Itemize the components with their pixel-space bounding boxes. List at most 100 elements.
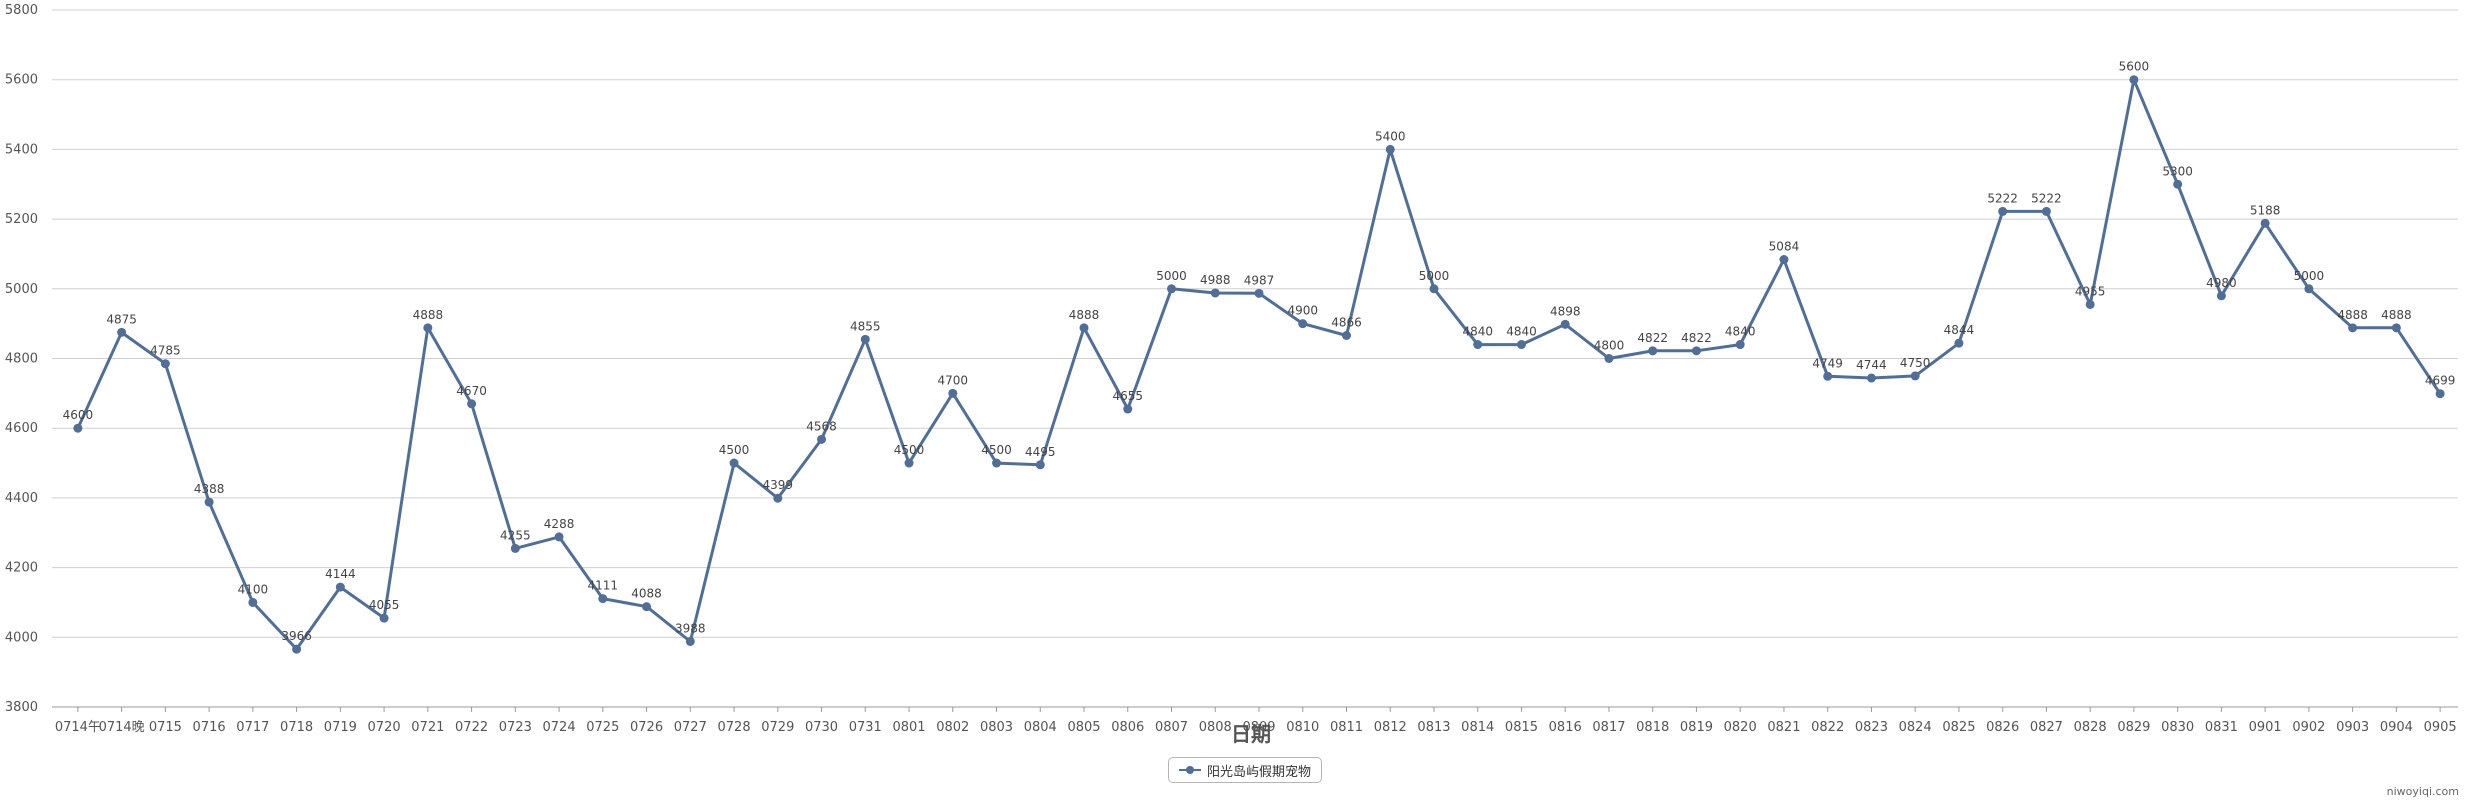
- data-point[interactable]: [1560, 319, 1570, 329]
- legend-label: 阳光岛屿假期宠物: [1207, 764, 1312, 780]
- data-point[interactable]: [379, 613, 389, 623]
- data-point[interactable]: [1691, 346, 1701, 356]
- data-point[interactable]: [948, 388, 958, 398]
- data-point[interactable]: [117, 327, 127, 337]
- data-point[interactable]: [1823, 371, 1833, 381]
- data-point[interactable]: [1473, 340, 1483, 350]
- x-tick-label: 0831: [2205, 720, 2238, 735]
- data-point[interactable]: [992, 458, 1002, 468]
- data-point[interactable]: [2041, 206, 2051, 216]
- data-label: 4670: [456, 384, 487, 398]
- x-tick-label: 0714午: [55, 720, 101, 735]
- data-point[interactable]: [423, 323, 433, 333]
- data-point[interactable]: [1385, 144, 1395, 154]
- data-point[interactable]: [1998, 206, 2008, 216]
- x-tick-label: 0715: [149, 720, 182, 735]
- y-tick-label: 4600: [5, 421, 38, 436]
- x-tick-label: 0807: [1155, 720, 1188, 735]
- data-label: 4500: [981, 443, 1012, 457]
- data-point[interactable]: [1123, 404, 1133, 414]
- data-point[interactable]: [2304, 284, 2314, 294]
- x-tick-label: 0821: [1767, 720, 1800, 735]
- data-label: 4568: [806, 419, 837, 433]
- data-point[interactable]: [510, 543, 520, 553]
- data-point[interactable]: [2173, 179, 2183, 189]
- legend[interactable]: 阳光岛屿假期宠物: [1168, 757, 1323, 783]
- data-point[interactable]: [1866, 373, 1876, 383]
- x-tick-label: 0722: [455, 720, 488, 735]
- data-point[interactable]: [642, 602, 652, 612]
- data-label: 3966: [281, 629, 312, 643]
- data-point[interactable]: [2129, 75, 2139, 85]
- data-point[interactable]: [160, 359, 170, 369]
- x-tick-label: 0822: [1811, 720, 1844, 735]
- data-point[interactable]: [1298, 319, 1308, 329]
- x-tick-label: 0811: [1330, 720, 1363, 735]
- data-point[interactable]: [685, 636, 695, 646]
- data-point[interactable]: [598, 594, 608, 604]
- x-tick-label: 0723: [499, 720, 532, 735]
- data-label: 4800: [1594, 339, 1625, 353]
- x-tick-label: 0731: [849, 720, 882, 735]
- x-tick-label: 0823: [1855, 720, 1888, 735]
- data-point[interactable]: [467, 399, 477, 409]
- data-label: 5000: [1419, 269, 1450, 283]
- data-point[interactable]: [1604, 354, 1614, 363]
- data-point[interactable]: [2260, 218, 2270, 228]
- data-point[interactable]: [73, 423, 83, 433]
- data-point[interactable]: [1429, 284, 1439, 294]
- data-point[interactable]: [773, 493, 783, 503]
- data-label: 4822: [1681, 331, 1712, 345]
- data-point[interactable]: [335, 582, 345, 592]
- data-point[interactable]: [860, 334, 870, 344]
- data-point[interactable]: [1954, 338, 1964, 348]
- x-tick-label: 0729: [761, 720, 794, 735]
- x-tick-label: 0816: [1549, 720, 1582, 735]
- data-point[interactable]: [1079, 323, 1089, 333]
- x-tick-label: 0804: [1024, 720, 1057, 735]
- data-point[interactable]: [1167, 284, 1177, 294]
- data-point[interactable]: [554, 532, 564, 542]
- data-point[interactable]: [729, 458, 739, 468]
- data-point[interactable]: [1254, 288, 1264, 298]
- data-point[interactable]: [1779, 255, 1789, 265]
- data-point[interactable]: [2435, 389, 2445, 399]
- x-tick-label: 0810: [1286, 720, 1319, 735]
- data-label: 4840: [1506, 325, 1537, 339]
- x-tick-label: 0809: [1242, 720, 1275, 735]
- data-label: 4100: [238, 582, 269, 596]
- data-label: 5000: [2294, 269, 2325, 283]
- data-label: 4980: [2206, 276, 2237, 290]
- data-label: 5084: [1769, 240, 1800, 254]
- y-tick-label: 5800: [5, 3, 38, 18]
- y-tick-label: 5200: [5, 212, 38, 227]
- data-point[interactable]: [2391, 323, 2401, 333]
- x-tick-label: 0904: [2380, 720, 2413, 735]
- data-point[interactable]: [1341, 330, 1351, 340]
- data-point[interactable]: [817, 434, 827, 444]
- data-label: 4875: [106, 312, 137, 326]
- data-label: 4749: [1812, 356, 1843, 370]
- data-label: 4888: [413, 308, 444, 322]
- y-tick-label: 5000: [5, 282, 38, 297]
- data-point[interactable]: [248, 597, 258, 607]
- data-point[interactable]: [1735, 340, 1745, 350]
- data-label: 4987: [1244, 273, 1275, 287]
- data-point[interactable]: [2085, 299, 2095, 309]
- data-label: 4750: [1900, 356, 1931, 370]
- data-label: 4500: [894, 443, 925, 457]
- y-tick-label: 5600: [5, 73, 38, 88]
- data-point[interactable]: [1910, 371, 1920, 381]
- data-point[interactable]: [1035, 460, 1045, 470]
- data-point[interactable]: [204, 497, 214, 507]
- data-label: 4900: [1287, 304, 1318, 318]
- data-point[interactable]: [2216, 291, 2226, 301]
- data-point[interactable]: [904, 458, 914, 468]
- data-label: 4144: [325, 567, 356, 581]
- data-point[interactable]: [1516, 340, 1526, 350]
- data-point[interactable]: [1210, 288, 1220, 298]
- data-point[interactable]: [1648, 346, 1658, 356]
- data-point[interactable]: [2348, 323, 2358, 333]
- x-tick-label: 0714晚: [99, 720, 145, 735]
- data-point[interactable]: [292, 644, 302, 654]
